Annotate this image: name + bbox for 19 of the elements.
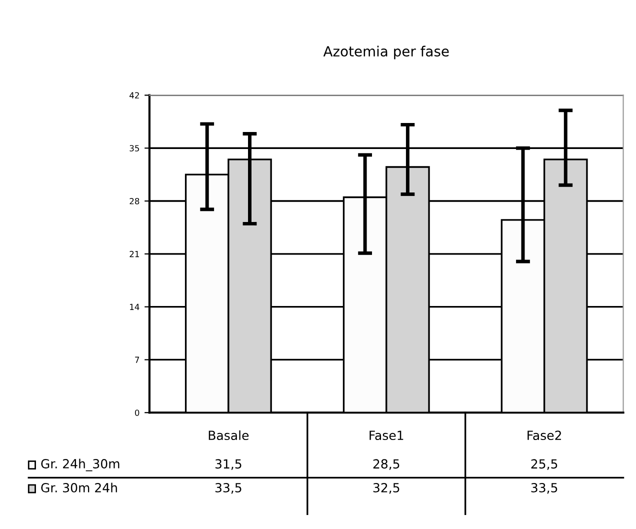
y-tick-label: 0 xyxy=(134,410,140,416)
data-label: 33,5 xyxy=(531,482,558,494)
x-tick-label: Fase1 xyxy=(370,430,404,440)
y-tick-label: 21 xyxy=(130,250,139,258)
y-tick-label: 35 xyxy=(130,145,140,152)
data-label: 31,5 xyxy=(215,459,242,470)
chart-title: Azotemia per fase xyxy=(323,46,449,60)
data-label: 28,5 xyxy=(373,459,400,470)
data-label: 33,5 xyxy=(215,482,242,494)
x-tick-label: Basale xyxy=(208,430,249,440)
data-label: 32,5 xyxy=(373,482,400,494)
legend-label: Gr. 24h_30m xyxy=(41,458,120,472)
y-tick-label: 28 xyxy=(130,198,140,204)
legend-label: Gr. 30m 24h xyxy=(41,482,117,492)
x-tick-label: Fase2 xyxy=(528,430,561,440)
y-tick-label: 14 xyxy=(130,304,140,310)
data-label: 25,5 xyxy=(531,459,558,470)
y-tick-label: 42 xyxy=(130,92,139,98)
y-tick-label: 7 xyxy=(135,356,140,363)
